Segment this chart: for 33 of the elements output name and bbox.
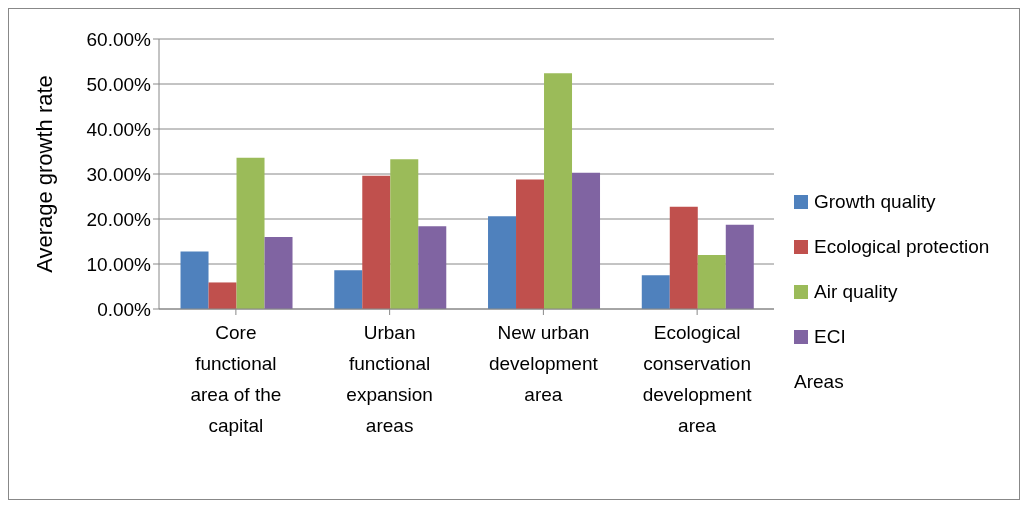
bar <box>264 237 293 309</box>
bar <box>488 216 517 309</box>
y-tick-label: 0.00% <box>97 298 152 320</box>
y-axis-title: Average growth rate <box>31 75 57 273</box>
y-tick-label: 60.00% <box>86 28 152 50</box>
legend-label: Growth quality <box>814 190 936 213</box>
legend-label: ECI <box>814 325 846 348</box>
bar <box>180 251 209 309</box>
bar <box>669 206 698 309</box>
x-tick-label: Ecological conservation development area <box>642 322 753 436</box>
bar <box>697 255 726 309</box>
bar <box>208 282 237 309</box>
legend-label: Ecological protection <box>814 235 990 258</box>
x-axis-title: Areas <box>794 369 845 394</box>
bar <box>725 224 754 309</box>
bar <box>516 179 545 309</box>
bar <box>572 172 601 309</box>
bar <box>390 159 419 309</box>
bar <box>362 175 391 309</box>
y-tick-label: 40.00% <box>86 118 152 140</box>
y-tick-label: 10.00% <box>86 253 152 275</box>
bar <box>544 73 573 309</box>
bar <box>641 275 670 309</box>
x-tick-label: Core functional area of the capital <box>190 322 282 436</box>
bar <box>334 270 363 309</box>
x-tick-label: Urban functional expansion areas <box>346 322 433 436</box>
y-tick-label: 50.00% <box>86 73 152 95</box>
y-tick-label: 30.00% <box>86 163 152 185</box>
legend-label: Air quality <box>814 280 898 303</box>
x-tick-label: New urban development area <box>488 322 599 405</box>
bar <box>418 226 447 309</box>
bar <box>236 157 265 309</box>
y-tick-label: 20.00% <box>86 208 152 230</box>
